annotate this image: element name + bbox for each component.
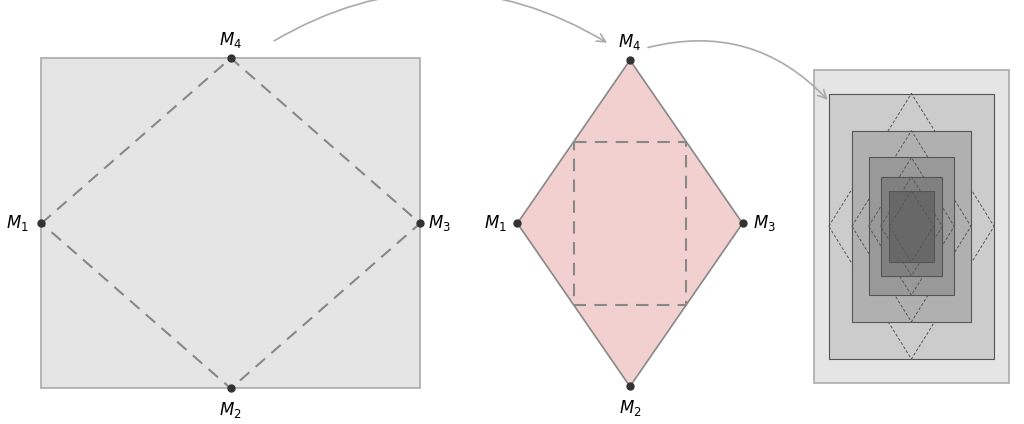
Text: $M_1$: $M_1$ [6, 213, 29, 233]
Polygon shape [881, 177, 942, 276]
Text: $M_4$: $M_4$ [219, 30, 243, 50]
Bar [41, 58, 420, 388]
Bar [814, 70, 1009, 382]
Text: $M_3$: $M_3$ [428, 213, 452, 233]
Polygon shape [868, 157, 954, 295]
Text: $M_3$: $M_3$ [753, 213, 775, 233]
Polygon shape [828, 94, 994, 359]
Text: $M_2$: $M_2$ [219, 400, 242, 421]
Text: $M_2$: $M_2$ [618, 399, 641, 418]
Polygon shape [517, 60, 742, 387]
Polygon shape [852, 131, 971, 322]
Text: $M_4$: $M_4$ [618, 32, 641, 52]
Polygon shape [889, 191, 934, 262]
Text: $M_1$: $M_1$ [484, 213, 507, 233]
